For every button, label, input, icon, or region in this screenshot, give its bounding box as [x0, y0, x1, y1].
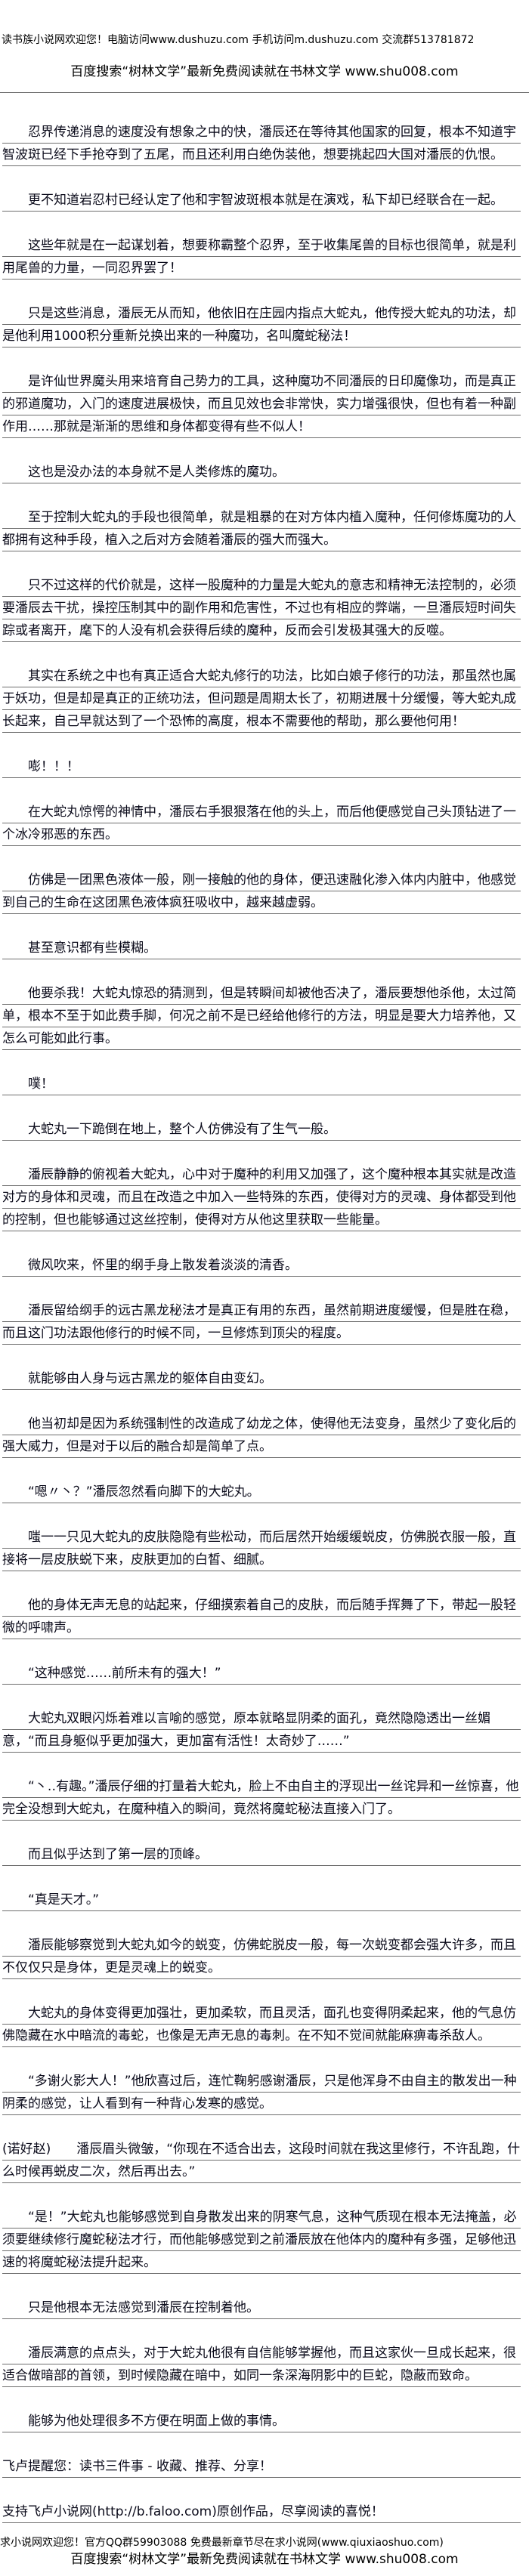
- chapter-paragraph: 是许仙世界魔头用来培育自己势力的工具，这种魔功不同潘辰的日印魔像功，而是真正的邪…: [2, 370, 521, 438]
- chapter-paragraph: 潘辰留给纲手的远古黑龙秘法才是真正有用的东西，虽然前期进度缓慢，但是胜在稳，而且…: [2, 1299, 521, 1345]
- chapter-paragraph: 嘭！！！: [2, 755, 521, 778]
- chapter-content: 忍界传递消息的速度没有想象之中的快，潘辰还在等待其他国家的回复，根本不知道宇智波…: [0, 121, 521, 2523]
- chapter-paragraph: “真是天才。”: [2, 1889, 521, 1911]
- chapter-paragraph: 忍界传递消息的速度没有想象之中的快，潘辰还在等待其他国家的回复，根本不知道宇智波…: [2, 121, 521, 166]
- page-header: 读书族小说网欢迎您！电脑访问www.dushuzu.com 手机访问m.dush…: [0, 0, 529, 93]
- chapter-paragraph: 潘辰能够察觉到大蛇丸如今的蜕变，仿佛蛇脱皮一般，每一次蜕变都会强大许多，而且不仅…: [2, 1934, 521, 1979]
- chapter-paragraph: 飞卢提醒您：读书三件事 - 收藏、推荐、分享！: [2, 2455, 521, 2478]
- chapter-paragraph: 更不知道岩忍村已经认定了他和宇智波斑根本就是在演戏，私下却已经联合在一起。: [2, 189, 521, 212]
- chapter-paragraph: 只是这些消息，潘辰无从而知，他依旧在庄园内指点大蛇丸，他传授大蛇丸的功法，却是他…: [2, 302, 521, 347]
- chapter-paragraph: 能够为他处理很多不方便在明面上做的事情。: [2, 2410, 521, 2432]
- chapter-paragraph: “多谢火影大人！”他欣喜过后，连忙鞠躬感谢潘辰，只是他浑身不由自主的散发出一种阴…: [2, 2070, 521, 2115]
- chapter-paragraph: 噗！: [2, 1073, 521, 1095]
- chapter-paragraph: 他的身体无声无息的站起来，仔细摸索着自己的皮肤，而后随手挥舞了下，带起一股轻微的…: [2, 1594, 521, 1639]
- footer-search-promo: 百度搜索“树林文学”最新免费阅读就在书林文学 www.shu008.com: [70, 2552, 459, 2567]
- chapter-paragraph: 这也是没办法的本身就不是人类修炼的魔功。: [2, 461, 521, 483]
- chapter-paragraph: 就能够由人身与远古黑龙的躯体自由变幻。: [2, 1367, 521, 1390]
- chapter-paragraph: “丶‥有趣。”潘辰仔细的打量着大蛇丸，脸上不由自主的浮现出一丝诧异和一丝惊喜，他…: [2, 1775, 521, 1821]
- search-promo-banner: 百度搜索“树林文学”最新免费阅读就在书林文学 www.shu008.com: [70, 64, 459, 79]
- chapter-paragraph: 支持飞卢小说网(http://b.faloo.com)原创作品，尽享阅读的喜悦！: [2, 2500, 521, 2523]
- footer-site-welcome: 求小说网欢迎您！官方QQ群59903088 免费最新章节尽在求小说网(www.q…: [0, 2537, 444, 2549]
- chapter-paragraph: 这些年就是在一起谋划着，想要称霸整个忍界，至于收集尾兽的目标也很简单，就是利用尾…: [2, 234, 521, 280]
- chapter-paragraph: 大蛇丸双眼闪烁着难以言喻的感觉，原本就略显阴柔的面孔，竟然隐隐透出一丝媚意，“而…: [2, 1707, 521, 1753]
- chapter-paragraph: 微风吹来，怀里的纲手身上散发着淡淡的清香。: [2, 1254, 521, 1277]
- chapter-paragraph: 只是他根本无法感觉到潘辰在控制着他。: [2, 2296, 521, 2319]
- chapter-paragraph: 嗤一一只见大蛇丸的皮肤隐隐有些松动，而后居然开始缓缓蜕皮，仿佛脱衣服一般，直接将…: [2, 1526, 521, 1571]
- chapter-paragraph: 他当初却是因为系统强制性的改造成了幼龙之体，使得他无法变身，虽然少了变化后的强大…: [2, 1413, 521, 1458]
- page-footer: 求小说网欢迎您！官方QQ群59903088 免费最新章节尽在求小说网(www.q…: [0, 2536, 529, 2568]
- chapter-paragraph: “嗯〃丶？”潘辰忽然看向脚下的大蛇丸。: [2, 1481, 521, 1503]
- chapter-paragraph: 潘辰静静的俯视着大蛇丸，心中对于魔种的利用又加强了，这个魔种根本其实就是改造对方…: [2, 1163, 521, 1231]
- chapter-paragraph: 大蛇丸一下跪倒在地上，整个人仿佛没有了生气一般。: [2, 1118, 521, 1141]
- chapter-paragraph: 至于控制大蛇丸的手段也很简单，就是粗暴的在对方体内植入魔种，任何修炼魔功的人都拥…: [2, 506, 521, 551]
- chapter-paragraph: 在大蛇丸惊愕的神情中，潘辰右手狠狠落在他的头上，而后他便感觉自己头顶钻进了一个冰…: [2, 801, 521, 846]
- chapter-paragraph: 甚至意识都有些模糊。: [2, 937, 521, 959]
- site-welcome-banner: 读书族小说网欢迎您！电脑访问www.dushuzu.com 手机访问m.dush…: [2, 34, 475, 46]
- chapter-paragraph: “这种感觉……前所未有的强大！”: [2, 1662, 521, 1685]
- chapter-paragraph: 潘辰满意的点点头，对于大蛇丸他很有自信能够掌握他，而且这家伙一旦成长起来，很适合…: [2, 2342, 521, 2387]
- chapter-paragraph: (诺好赵) 潘辰眉头微皱，“你现在不适合出去，这段时间就在我这里修行，不许乱跑，…: [2, 2138, 521, 2183]
- chapter-paragraph: 只不过这样的代价就是，这样一股魔种的力量是大蛇丸的意志和精神无法控制的，必须要潘…: [2, 574, 521, 642]
- header-divider: [0, 92, 529, 93]
- chapter-paragraph: “是！”大蛇丸也能够感觉到自身散发出来的阴寒气息，这种气质现在根本无法掩盖，必须…: [2, 2206, 521, 2274]
- chapter-paragraph: 其实在系统之中也有真正适合大蛇丸修行的功法，比如白娘子修行的功法，那虽然也属于妖…: [2, 665, 521, 733]
- chapter-paragraph: 大蛇丸的身体变得更加强壮，更加柔软，而且灵活，面孔也变得阴柔起来，他的气息仿佛隐…: [2, 2002, 521, 2047]
- chapter-paragraph: 他要杀我！大蛇丸惊恐的猜测到，但是转瞬间却被他否决了，潘辰要想他杀他，太过简单，…: [2, 982, 521, 1050]
- chapter-paragraph: 而且似乎达到了第一层的顶峰。: [2, 1843, 521, 1866]
- chapter-paragraph: 仿佛是一团黑色液体一般，刚一接触的他的身体，便迅速融化渗入体内内脏中，他感觉到自…: [2, 869, 521, 914]
